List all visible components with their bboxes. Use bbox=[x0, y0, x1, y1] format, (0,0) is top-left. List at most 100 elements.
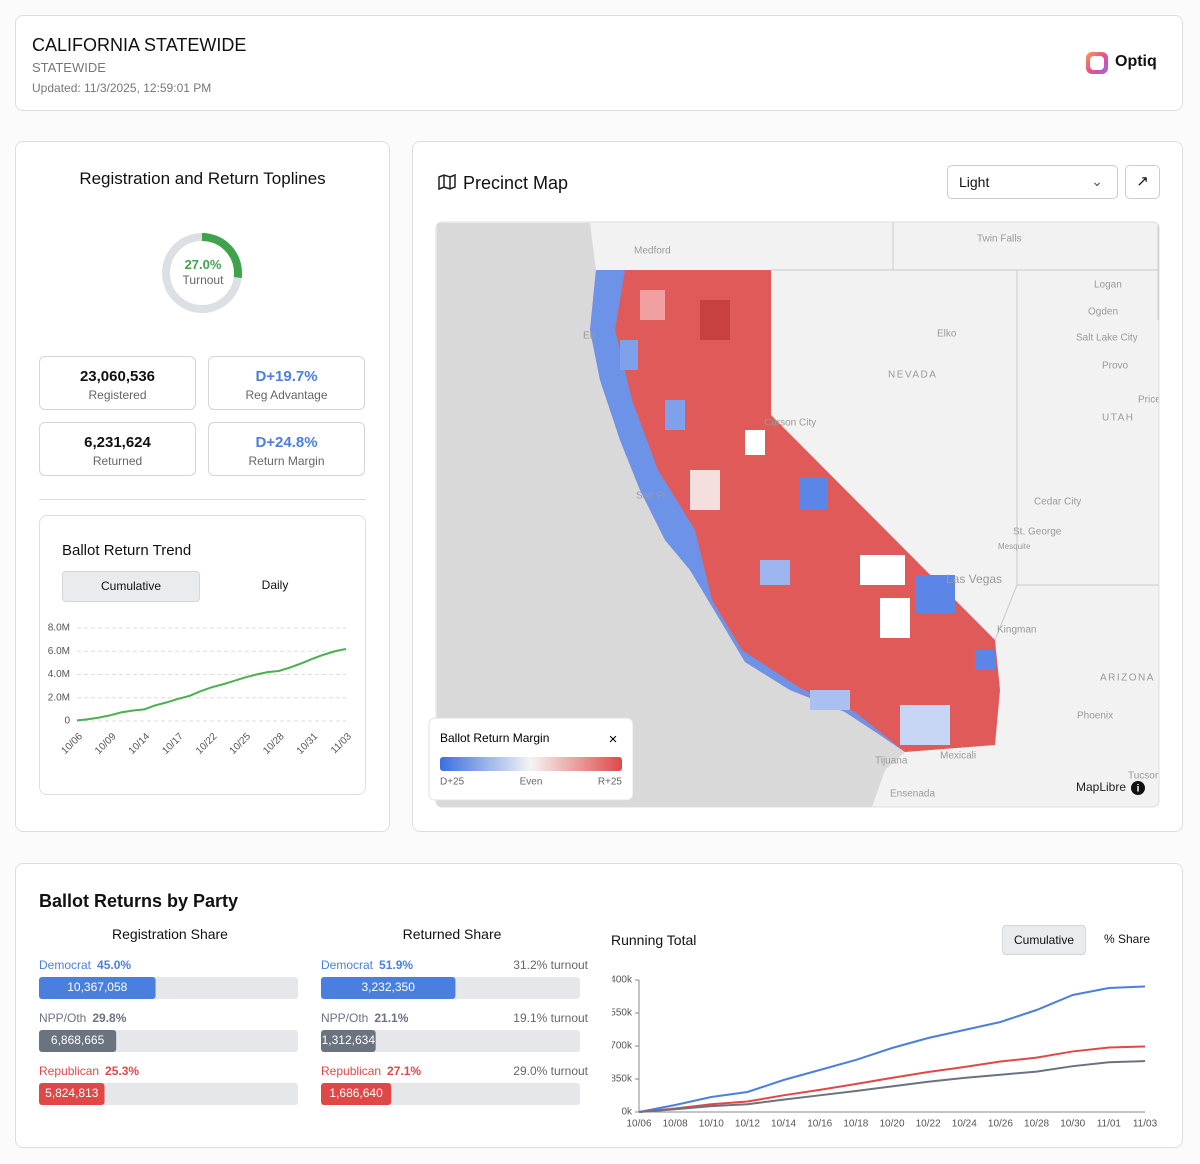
bar bbox=[321, 1083, 392, 1105]
legend-title: Ballot Return Margin bbox=[440, 731, 549, 745]
place: Price bbox=[1138, 395, 1161, 406]
x-tick-label: 10/06 bbox=[626, 1119, 651, 1130]
stat-value: D+19.7% bbox=[255, 368, 318, 385]
place: ARIZONA bbox=[1100, 673, 1155, 684]
place: Tijuana bbox=[875, 756, 908, 767]
tab[interactable]: % Share bbox=[1103, 932, 1151, 946]
stat-card: 6,231,624 Returned bbox=[39, 422, 196, 476]
bar bbox=[321, 1030, 376, 1052]
place: Mesquite bbox=[998, 542, 1031, 551]
page-title: CALIFORNIA STATEWIDE bbox=[32, 35, 247, 55]
x-tick-label: 11/03 bbox=[329, 731, 354, 756]
stat-label: Registered bbox=[88, 388, 147, 402]
party-label: Democrat bbox=[321, 958, 374, 972]
map: Medford Twin Falls Logan Ogden Salt Lake… bbox=[436, 222, 1161, 807]
x-tick-label: 10/17 bbox=[160, 731, 186, 757]
y-tick-label: 2,550k bbox=[602, 1008, 633, 1019]
x-tick-label: 10/28 bbox=[261, 731, 287, 757]
turnout-label: 19.1% turnout bbox=[513, 1011, 588, 1025]
x-tick-label: 11/03 bbox=[1133, 1119, 1158, 1130]
x-tick-label: 10/22 bbox=[194, 731, 220, 757]
borders bbox=[771, 222, 1159, 641]
brand-logo bbox=[1086, 52, 1108, 74]
x-tick-label: 11/01 bbox=[1097, 1119, 1122, 1130]
x-tick-label: 10/25 bbox=[228, 731, 254, 757]
line bbox=[638, 985, 1146, 1113]
x-tick-label: 10/16 bbox=[807, 1119, 832, 1130]
y-tick-label: 850k bbox=[610, 1074, 633, 1085]
place-labels: Medford Twin Falls Logan Ogden Salt Lake… bbox=[583, 234, 1161, 800]
updated: Updated: 11/3/2025, 12:59:01 PM bbox=[32, 81, 212, 95]
bar bbox=[39, 977, 156, 999]
map-icon bbox=[438, 173, 456, 191]
x-tick-label: 10/06 bbox=[60, 731, 86, 757]
x-tick-label: 10/18 bbox=[843, 1119, 868, 1130]
column-title: Registration Share bbox=[112, 926, 228, 942]
x-tick-label: 10/28 bbox=[1024, 1119, 1049, 1130]
x-tick-label: 10/24 bbox=[952, 1119, 977, 1130]
x-tick-label: 10/14 bbox=[127, 731, 153, 757]
party-title: Ballot Returns by Party bbox=[39, 891, 239, 911]
map-title: Precinct Map bbox=[463, 173, 569, 193]
stat-value: 6,231,624 bbox=[84, 434, 151, 451]
place: Twin Falls bbox=[977, 234, 1021, 245]
place: Ensenada bbox=[890, 789, 935, 800]
place: St. George bbox=[1013, 527, 1062, 538]
expand-button[interactable]: ↗ bbox=[1125, 165, 1160, 199]
line bbox=[76, 647, 347, 722]
legend-gradient bbox=[440, 757, 622, 771]
toplines-title: Registration and Return Toplines bbox=[79, 169, 326, 188]
running-title: Running Total bbox=[611, 932, 697, 948]
party-label: Republican bbox=[321, 1064, 381, 1078]
place: Phoenix bbox=[1077, 711, 1113, 722]
place: Carson City bbox=[764, 418, 816, 429]
basemap-select[interactable]: Light ⌄ bbox=[947, 165, 1118, 199]
party-name: Republican 27.1% bbox=[321, 1064, 421, 1078]
x-tick-label: 10/14 bbox=[771, 1119, 796, 1130]
place: Cedar City bbox=[1034, 497, 1081, 508]
y-tick-label: 0k bbox=[621, 1107, 633, 1118]
legend-label: D+25 bbox=[440, 777, 465, 788]
bar bbox=[321, 977, 456, 999]
share-label: 45.0% bbox=[97, 958, 131, 972]
trend-card: Ballot Return Trend Cumulative Daily bbox=[39, 515, 366, 795]
stat-label: Returned bbox=[92, 454, 143, 468]
place: Medford bbox=[634, 246, 671, 257]
place: Las Vegas bbox=[946, 572, 1002, 586]
tab[interactable]: Cumulative bbox=[62, 571, 200, 602]
party-name: Democrat 45.0% bbox=[39, 958, 131, 972]
legend-label: R+25 bbox=[598, 777, 623, 788]
stat-label: Return Margin bbox=[248, 454, 325, 468]
tab[interactable]: Cumulative bbox=[1002, 925, 1086, 955]
stat-card: D+19.7% Reg Advantage bbox=[208, 356, 365, 410]
y-tick-label: 0 bbox=[64, 716, 70, 727]
party-name: Democrat 51.9% bbox=[321, 958, 413, 972]
share-label: 29.8% bbox=[92, 1011, 126, 1025]
precinct-patches bbox=[620, 290, 995, 745]
line bbox=[638, 1060, 1146, 1113]
info-icon[interactable] bbox=[1131, 781, 1145, 795]
party-label: Republican bbox=[39, 1064, 99, 1078]
tab[interactable]: Daily bbox=[261, 578, 289, 592]
x-tick-label: 10/22 bbox=[916, 1119, 941, 1130]
x-tick-label: 10/10 bbox=[699, 1119, 724, 1130]
divider bbox=[39, 499, 366, 500]
share-label: 51.9% bbox=[379, 958, 413, 972]
x-tick-label: 10/08 bbox=[663, 1119, 688, 1130]
share-label: 21.1% bbox=[374, 1011, 408, 1025]
map-frame bbox=[435, 221, 1160, 808]
place: Mexicali bbox=[940, 751, 976, 762]
place: Eu bbox=[583, 331, 595, 342]
y-tick-label: 6.0M bbox=[48, 646, 70, 657]
line bbox=[638, 1045, 1146, 1113]
legend-close[interactable]: × bbox=[609, 731, 618, 748]
attribution: MapLibre bbox=[1076, 780, 1126, 794]
subtitle: STATEWIDE bbox=[32, 60, 106, 75]
bar-track bbox=[321, 1030, 580, 1052]
gauge-arc bbox=[162, 233, 242, 313]
party-name: Republican 25.3% bbox=[39, 1064, 139, 1078]
party-label: NPP/Oth bbox=[39, 1011, 86, 1025]
count-label: 5,824,813 bbox=[45, 1086, 99, 1100]
